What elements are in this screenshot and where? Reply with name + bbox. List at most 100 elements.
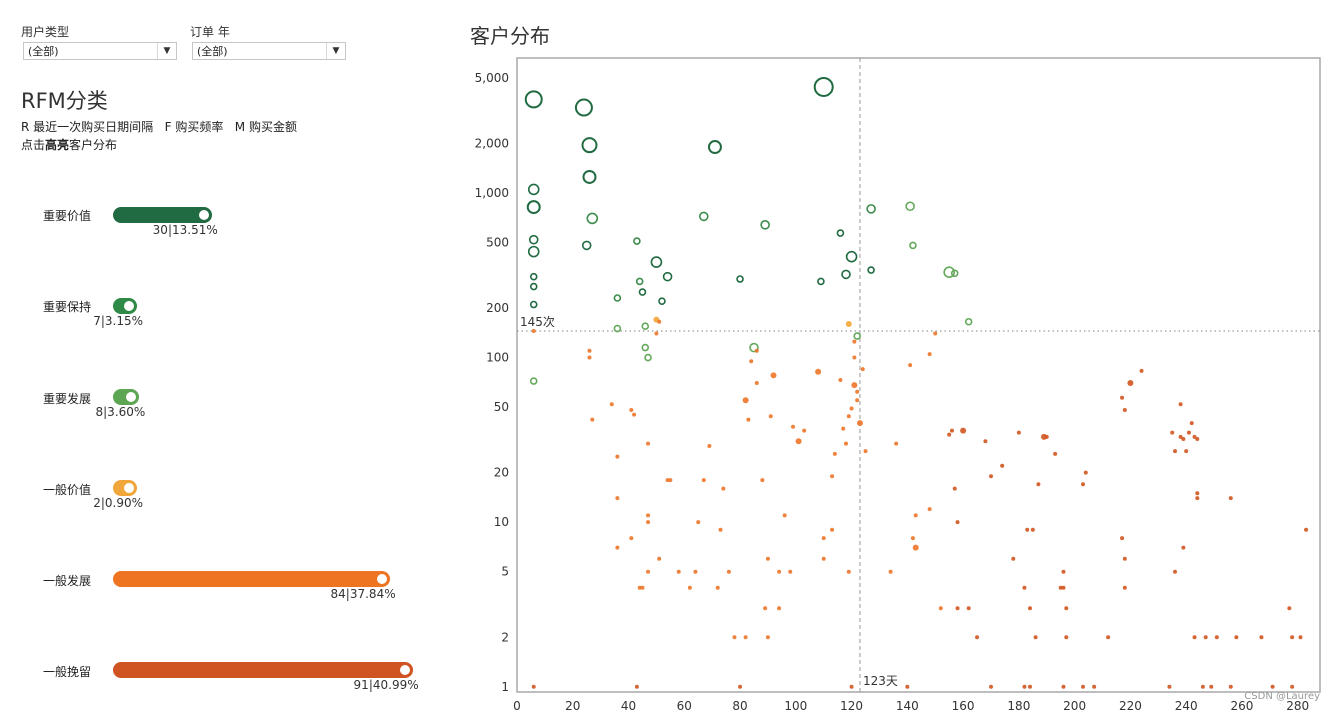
data-point	[1170, 430, 1175, 435]
user-type-select[interactable]: (全部) ▼	[23, 42, 177, 60]
data-point	[760, 478, 765, 483]
x-tick-label: 20	[565, 699, 580, 712]
chevron-down-icon[interactable]: ▼	[157, 43, 176, 59]
data-point	[1025, 527, 1030, 532]
data-point	[657, 556, 662, 561]
data-point	[1298, 635, 1303, 640]
data-point	[721, 486, 726, 491]
data-point	[529, 282, 538, 291]
data-point	[836, 229, 845, 237]
data-point	[738, 684, 743, 689]
data-point	[952, 486, 957, 491]
data-point	[966, 606, 971, 611]
data-point	[638, 288, 647, 296]
data-point	[905, 684, 910, 689]
bar-handle[interactable]	[198, 210, 209, 220]
data-point	[1214, 635, 1219, 640]
data-point	[838, 378, 843, 383]
data-point	[1167, 684, 1172, 689]
data-point	[943, 266, 955, 278]
legend-m: M 购买金额	[234, 120, 297, 134]
data-point	[975, 635, 980, 640]
data-point	[529, 300, 538, 309]
y-tick-label: 200	[486, 301, 509, 315]
x-tick-label: 220	[1119, 699, 1142, 712]
data-point	[770, 372, 777, 379]
rfm-title: RFM分类	[21, 89, 108, 113]
data-point	[846, 414, 851, 419]
category-bar[interactable]	[113, 662, 413, 678]
category-bar[interactable]	[113, 571, 390, 587]
x-tick-label: 160	[952, 699, 975, 712]
legend-f: F 购买频率	[164, 120, 224, 134]
category-bar[interactable]	[113, 480, 137, 496]
hint-bold: 高亮	[45, 138, 70, 152]
data-point	[960, 427, 967, 434]
data-point	[988, 684, 993, 689]
data-point	[1106, 635, 1111, 640]
data-point	[742, 397, 749, 404]
data-point	[641, 343, 650, 352]
data-point	[913, 513, 918, 518]
chevron-down-icon[interactable]: ▼	[326, 43, 345, 59]
data-point	[668, 478, 673, 483]
data-point	[863, 449, 868, 454]
data-point	[1061, 585, 1066, 590]
data-point	[718, 527, 723, 532]
data-point	[707, 140, 722, 155]
hint-suffix: 客户分布	[69, 138, 118, 152]
y-tick-label: 2	[501, 630, 509, 644]
data-point	[632, 412, 637, 417]
x-tick-label: 80	[732, 699, 747, 712]
order-year-select[interactable]: (全部) ▼	[192, 42, 346, 60]
data-point	[1181, 437, 1186, 442]
data-point	[635, 277, 644, 286]
data-point	[1270, 684, 1275, 689]
data-point	[746, 417, 751, 422]
data-point	[590, 417, 595, 422]
data-point	[526, 200, 541, 215]
category-bar[interactable]	[113, 389, 140, 405]
bar-handle[interactable]	[124, 483, 134, 493]
bar-handle[interactable]	[376, 574, 387, 584]
data-point	[707, 444, 712, 449]
data-point	[777, 569, 782, 574]
data-point	[650, 256, 663, 268]
data-point	[693, 569, 698, 574]
data-point	[1122, 408, 1127, 413]
bar-handle[interactable]	[124, 301, 134, 311]
data-point	[846, 569, 851, 574]
data-point	[760, 220, 770, 230]
category-bar[interactable]	[113, 207, 212, 223]
data-point	[676, 569, 681, 574]
bar-handle[interactable]	[399, 665, 410, 675]
category-bar[interactable]	[113, 298, 137, 314]
data-point	[1122, 556, 1127, 561]
data-point	[1195, 437, 1200, 442]
data-point	[1058, 585, 1063, 590]
category-value: 2|0.90%	[93, 496, 143, 510]
data-point	[1209, 684, 1214, 689]
data-point	[629, 408, 634, 413]
data-point	[841, 269, 851, 280]
data-point	[582, 169, 597, 184]
data-point	[821, 536, 826, 541]
data-point	[749, 342, 759, 353]
data-point	[633, 237, 641, 245]
data-point	[646, 569, 651, 574]
data-point	[1016, 430, 1021, 435]
category-value: 91|40.99%	[353, 678, 419, 692]
data-point	[1092, 684, 1097, 689]
reference-label-y: 145次	[520, 315, 555, 329]
data-point	[788, 569, 793, 574]
data-point	[983, 439, 988, 444]
data-point	[531, 328, 536, 333]
data-point	[853, 332, 861, 340]
data-point	[830, 474, 835, 479]
x-tick-label: 260	[1230, 699, 1253, 712]
data-point	[860, 367, 865, 372]
bar-handle[interactable]	[126, 392, 137, 402]
data-point	[1120, 536, 1125, 541]
data-point	[699, 211, 709, 222]
data-point	[866, 204, 876, 214]
